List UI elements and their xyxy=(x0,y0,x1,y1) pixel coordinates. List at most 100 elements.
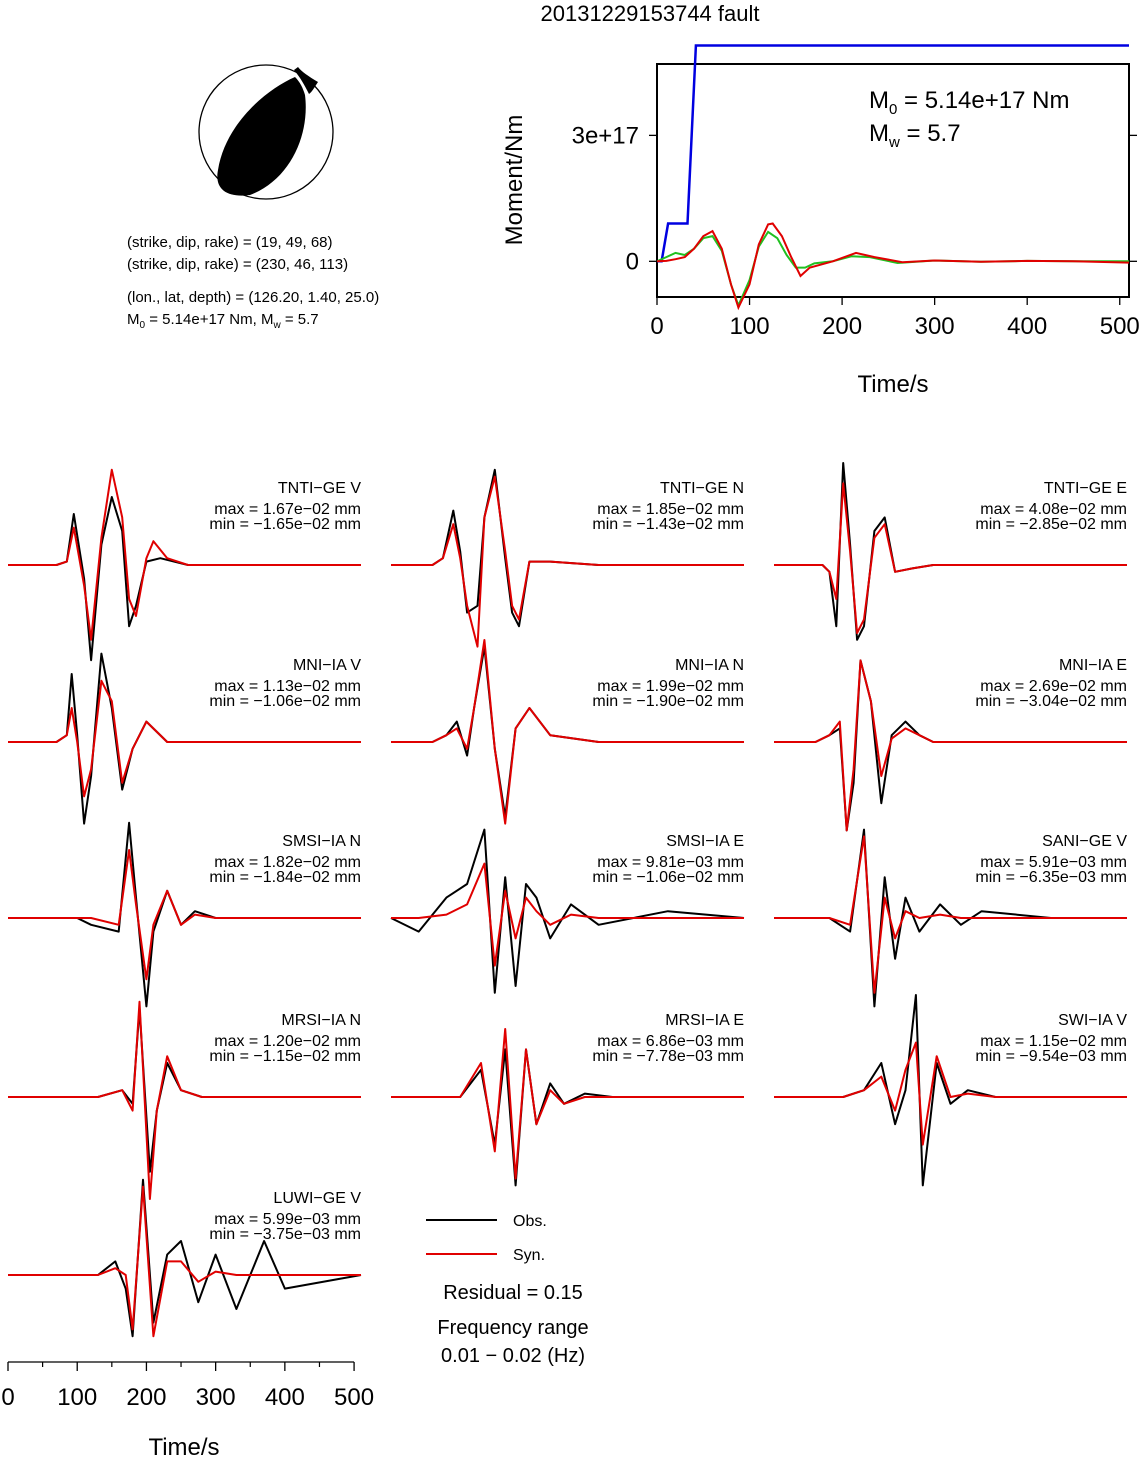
plane1-text: (strike, dip, rake) = (19, 49, 68) xyxy=(127,234,333,251)
synthetic-trace xyxy=(391,862,744,967)
frequency-value: 0.01 − 0.02 (Hz) xyxy=(441,1345,585,1367)
frequency-title: Frequency range xyxy=(437,1317,588,1339)
moment-xtick-label: 100 xyxy=(730,313,770,340)
moment-series-2 xyxy=(656,222,1130,311)
station-label: MRSI−IA E xyxy=(665,1012,744,1029)
synthetic-trace xyxy=(8,679,361,798)
min-label: min = −1.43e−02 mm xyxy=(592,516,744,533)
waveform-xtick-label: 200 xyxy=(126,1384,166,1411)
max-label: max = 1.15e−02 mm xyxy=(980,1033,1127,1050)
min-label: min = −3.75e−03 mm xyxy=(209,1226,361,1243)
residual-text: Residual = 0.15 xyxy=(443,1282,583,1304)
waveform-xtick-label: 300 xyxy=(196,1384,236,1411)
moment-xtick-label: 200 xyxy=(822,313,862,340)
station-label: SMSI−IA N xyxy=(282,833,361,850)
magnitude-text: M0 = 5.14e+17 Nm, Mw = 5.7 xyxy=(127,311,319,331)
max-label: max = 5.91e−03 mm xyxy=(980,854,1127,871)
max-label: max = 6.86e−03 mm xyxy=(597,1033,744,1050)
synthetic-trace xyxy=(8,849,361,981)
observed-trace xyxy=(391,1048,744,1187)
min-label: min = −1.65e−02 mm xyxy=(209,516,361,533)
station-label: MNI−IA E xyxy=(1059,657,1127,674)
moment-annot-m0: M0 = 5.14e+17 Nm xyxy=(869,87,1069,118)
synthetic-trace xyxy=(774,835,1127,994)
waveform-xtick-label: 400 xyxy=(265,1384,305,1411)
waveform-xtick-label: 100 xyxy=(57,1384,97,1411)
plane2-text: (strike, dip, rake) = (230, 46, 113) xyxy=(127,256,348,273)
station-label: LUWI−GE V xyxy=(273,1190,361,1207)
synthetic-trace xyxy=(391,1028,744,1180)
min-label: min = −1.06e−02 mm xyxy=(209,693,361,710)
synthetic-trace xyxy=(8,468,361,641)
station-label: SWI−IA V xyxy=(1058,1012,1127,1029)
moment-plot-frame xyxy=(656,63,1130,298)
max-label: max = 1.82e−02 mm xyxy=(214,854,361,871)
station-label: TNTI−GE V xyxy=(278,480,361,497)
station-label: MNI−IA N xyxy=(675,657,744,674)
min-label: min = −7.78e−03 mm xyxy=(592,1048,744,1065)
waveform-xtick-label: 0 xyxy=(1,1384,14,1411)
observed-trace xyxy=(8,821,361,1008)
synthetic-trace xyxy=(774,659,1127,832)
synthetic-trace xyxy=(391,475,744,648)
min-label: min = −9.54e−03 mm xyxy=(975,1048,1127,1065)
min-label: min = −1.06e−02 mm xyxy=(592,869,744,886)
min-label: min = −3.04e−02 mm xyxy=(975,693,1127,710)
min-label: min = −1.84e−02 mm xyxy=(209,869,361,886)
max-label: max = 4.08e−02 mm xyxy=(980,501,1127,518)
station-label: SMSI−IA E xyxy=(666,833,744,850)
station-label: MNI−IA V xyxy=(293,657,361,674)
max-label: max = 1.85e−02 mm xyxy=(597,501,744,518)
station-label: MRSI−IA N xyxy=(281,1012,361,1029)
max-label: max = 1.67e−02 mm xyxy=(214,501,361,518)
figure-title: 20131229153744 fault xyxy=(541,1,760,26)
max-label: max = 5.99e−03 mm xyxy=(214,1211,361,1228)
station-label: TNTI−GE E xyxy=(1044,480,1127,497)
synthetic-trace xyxy=(8,1185,361,1338)
moment-xtick-label: 300 xyxy=(915,313,955,340)
max-label: max = 1.20e−02 mm xyxy=(214,1033,361,1050)
waveform-xlabel: Time/s xyxy=(148,1434,219,1457)
legend: Obs. Syn. Residual = 0.15 Frequency rang… xyxy=(426,1213,589,1367)
min-label: min = −6.35e−03 mm xyxy=(975,869,1127,886)
station-label: SANI−GE V xyxy=(1042,833,1127,850)
moment-ylabel: Moment/Nm xyxy=(501,115,528,246)
moment-ytick-label: 0 xyxy=(626,248,639,275)
moment-series-0 xyxy=(657,44,1129,263)
synthetic-trace xyxy=(391,639,744,825)
moment-xtick-label: 0 xyxy=(650,313,663,340)
max-label: max = 9.81e−03 mm xyxy=(597,854,744,871)
synthetic-trace xyxy=(774,1041,1127,1146)
waveform-xtick-label: 500 xyxy=(334,1384,374,1411)
legend-syn-label: Syn. xyxy=(513,1247,545,1264)
min-label: min = −2.85e−02 mm xyxy=(975,516,1127,533)
min-label: min = −1.90e−02 mm xyxy=(592,693,744,710)
moment-ytick-label: 3e+17 xyxy=(572,122,639,149)
location-text: (lon., lat, depth) = (126.20, 1.40, 25.0… xyxy=(127,289,379,306)
min-label: min = −1.15e−02 mm xyxy=(209,1048,361,1065)
synthetic-trace xyxy=(8,1000,361,1200)
moment-annot-mw: Mw = 5.7 xyxy=(869,120,961,151)
moment-xlabel: Time/s xyxy=(857,371,928,398)
beachball-icon xyxy=(198,64,334,200)
observed-trace xyxy=(390,828,745,994)
synthetic-trace xyxy=(774,482,1127,634)
max-label: max = 1.13e−02 mm xyxy=(214,678,361,695)
station-label: TNTI−GE N xyxy=(660,480,744,497)
